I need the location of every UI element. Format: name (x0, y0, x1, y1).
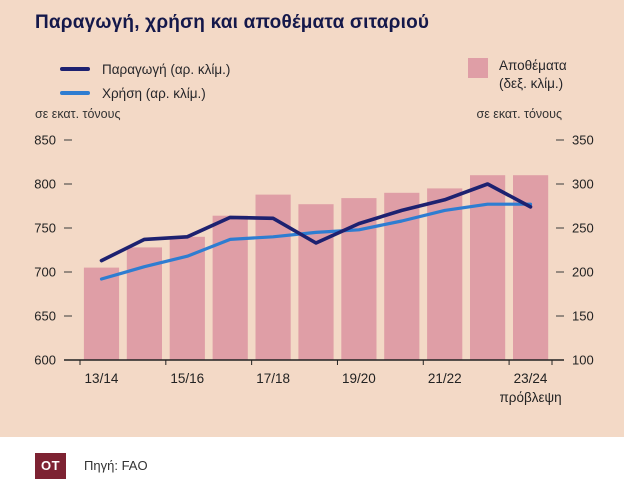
legend-stocks-label: Αποθέματα (δεξ. κλίμ.) (499, 58, 567, 91)
legend-production-label: Παραγωγή (αρ. κλίμ.) (102, 61, 231, 77)
chart-panel: Παραγωγή, χρήση και αποθέματα σιταριού Π… (0, 0, 624, 437)
right-axis-tick-label: 200 (572, 265, 594, 280)
right-axis-unit-label: σε εκατ. τόνους (476, 107, 563, 121)
legend-item-stocks: Αποθέματα (δεξ. κλίμ.) (468, 57, 567, 93)
legend-item-production: Παραγωγή (αρ. κλίμ.) (60, 57, 230, 81)
ot-logo: OT (35, 452, 66, 479)
legend-lines: Παραγωγή (αρ. κλίμ.) Χρήση (αρ. κλίμ.) (60, 57, 230, 105)
stocks-bar (255, 194, 291, 360)
right-axis-tick-label: 300 (572, 177, 594, 192)
right-axis-tick-label: 250 (572, 221, 594, 236)
right-axis-tick-label: 350 (572, 133, 594, 148)
x-axis-label: 23/24 (514, 371, 548, 386)
legend-item-use: Χρήση (αρ. κλίμ.) (60, 81, 230, 105)
use-line (99, 202, 533, 281)
left-axis-tick-label: 700 (34, 265, 56, 280)
x-axis-label: 15/16 (170, 371, 204, 386)
right-axis-tick-label: 150 (572, 309, 594, 324)
stocks-bar (427, 188, 463, 360)
stocks-bar-swatch (468, 58, 488, 78)
footer: OT Πηγή: FAO (0, 437, 624, 494)
left-axis-tick-label: 850 (34, 133, 56, 148)
stocks-bar (298, 204, 334, 360)
left-axis-unit-label: σε εκατ. τόνους (35, 107, 121, 121)
x-axis-label: 13/14 (85, 371, 119, 386)
left-axis-tick-label: 600 (34, 353, 56, 368)
left-axis-tick-label: 800 (34, 177, 56, 192)
x-axis-label: 19/20 (342, 371, 376, 386)
x-axis-label: 21/22 (428, 371, 462, 386)
source-label: Πηγή: FAO (84, 458, 148, 473)
chart-title: Παραγωγή, χρήση και αποθέματα σιταριού (35, 12, 430, 33)
legend-use-label: Χρήση (αρ. κλίμ.) (102, 85, 206, 101)
production-line (99, 182, 533, 263)
stocks-bar (83, 267, 120, 360)
combo-chart: 600 650 700 750 800 850 100 150 200 250 300 350 13/1… (34, 133, 594, 406)
left-axis-tick-label: 650 (34, 309, 56, 324)
right-axis-tick-label: 100 (572, 353, 594, 368)
left-axis-tick-label: 750 (34, 221, 56, 236)
forecast-label: πρόβλεψη (499, 390, 561, 405)
use-line-swatch (60, 91, 90, 95)
axis-units-row: σε εκατ. τόνους σε εκατ. τόνους (0, 107, 624, 121)
x-axis-label: 17/18 (256, 371, 290, 386)
production-line-swatch (60, 67, 90, 71)
